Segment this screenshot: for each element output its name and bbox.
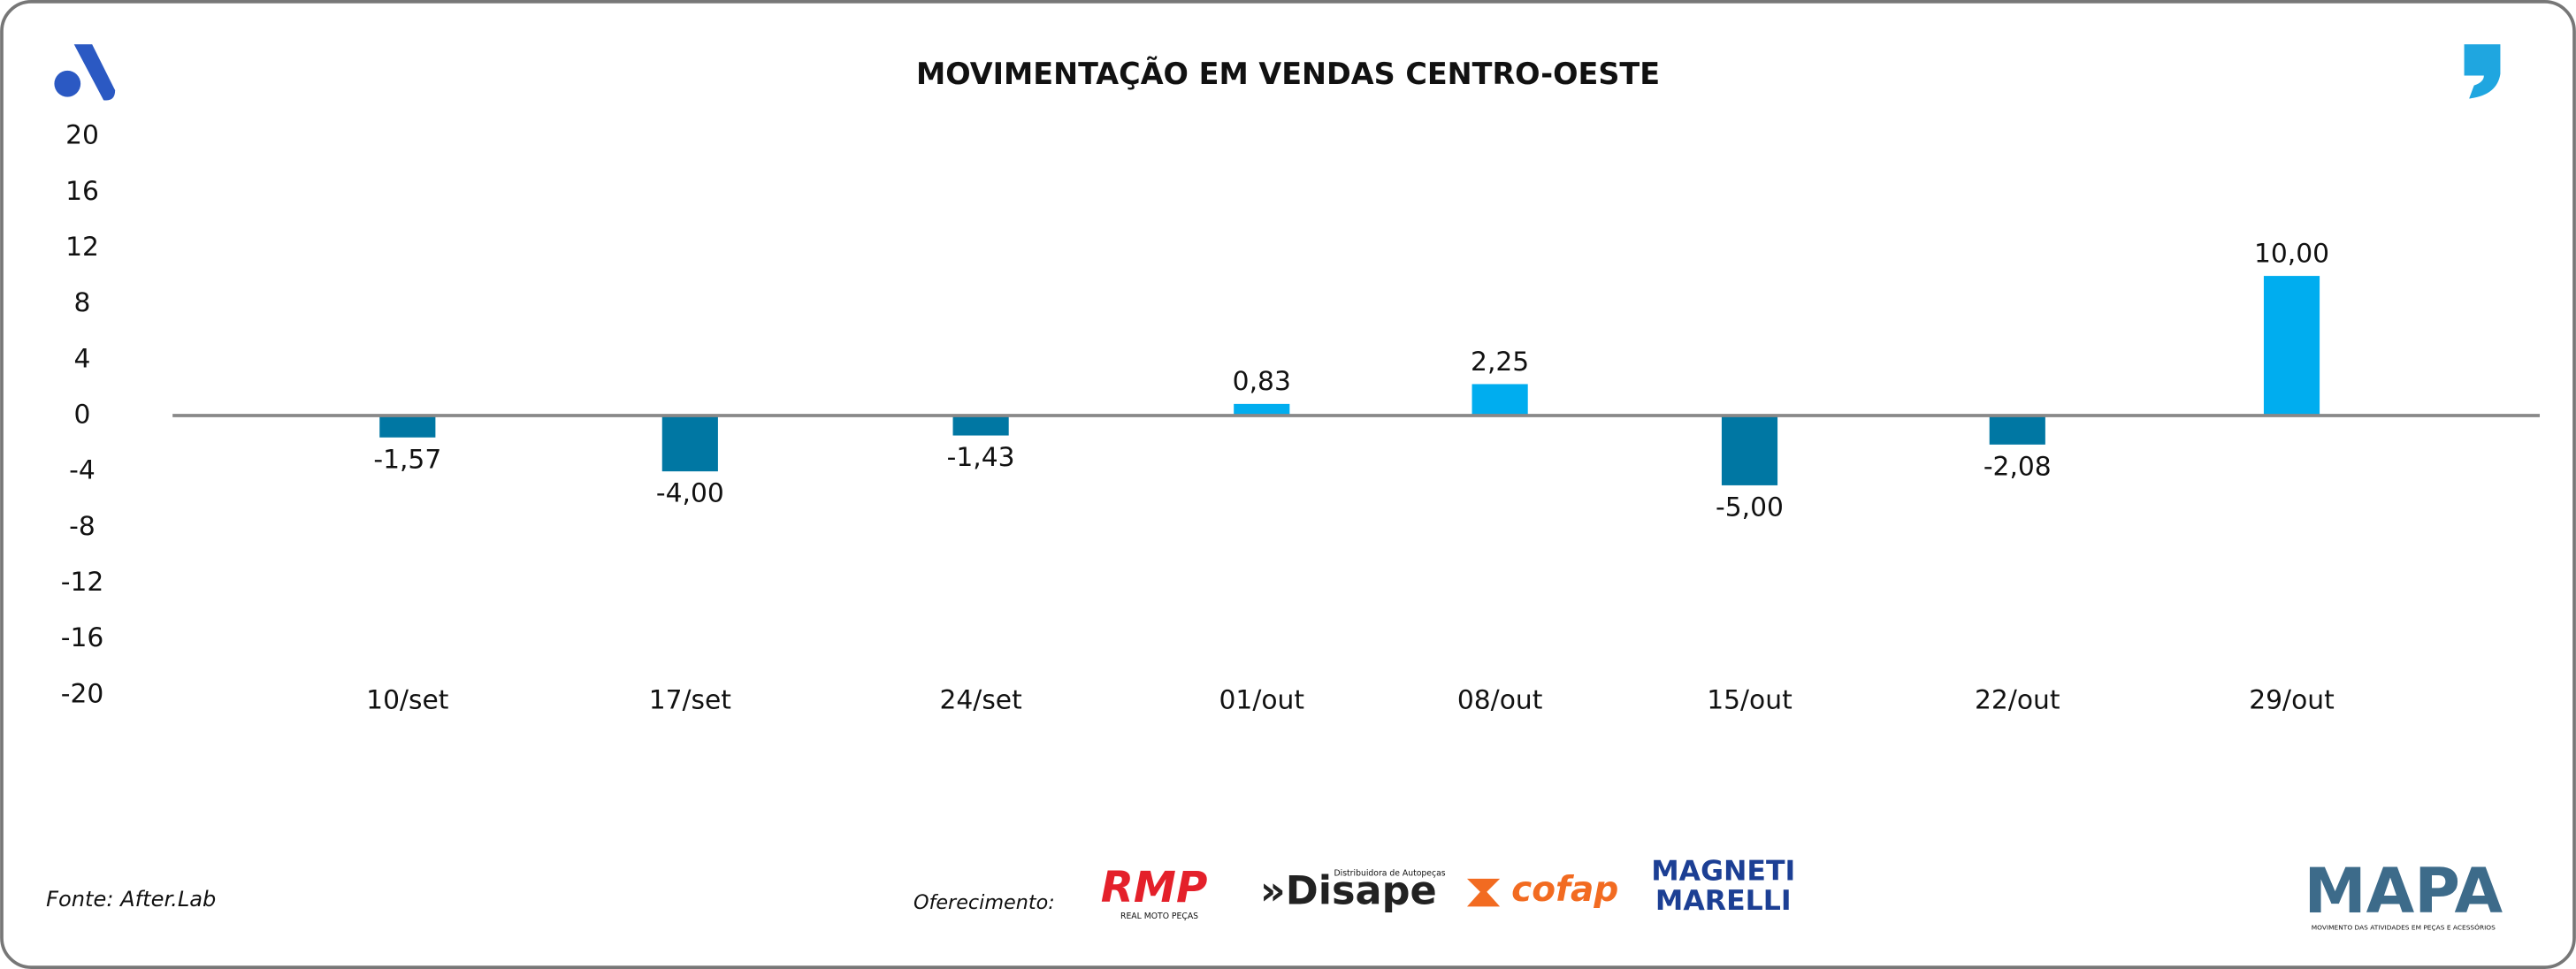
- x-tick-label: 01/out: [1219, 685, 1305, 716]
- x-tick-label: 17/set: [649, 685, 731, 716]
- value-label: 10,00: [2254, 238, 2329, 269]
- logo-left: [54, 44, 116, 101]
- y-tick-label: 16: [65, 176, 99, 207]
- sponsor-label: Oferecimento:: [913, 891, 1055, 914]
- sponsor-logo: MAGNETI: [1651, 855, 1795, 887]
- logo-right: [2464, 44, 2501, 99]
- source: Fonte: After.Lab: [46, 887, 216, 912]
- value-label: -5,00: [1716, 492, 1784, 523]
- y-tick-label: -16: [61, 622, 104, 653]
- sponsor-logo: RMP: [1101, 863, 1208, 912]
- value-label: -4,00: [656, 478, 724, 509]
- bar: [1234, 403, 1290, 416]
- x-tick-label: 22/out: [1975, 685, 2060, 716]
- x-tick-label: 08/out: [1457, 685, 1543, 716]
- y-tick-label: 4: [74, 343, 91, 374]
- bar: [379, 415, 436, 438]
- sponsor-logo: MARELLI: [1655, 885, 1792, 917]
- value-label: -1,43: [947, 442, 1015, 473]
- value-label: -1,57: [373, 444, 441, 475]
- chart-title: MOVIMENTAÇÃO EM VENDAS CENTRO-OESTE: [916, 56, 1660, 91]
- y-tick-label: -20: [61, 678, 104, 709]
- x-tick-label: 29/out: [2249, 685, 2335, 716]
- plot: 20 16 12 8 4 0 -4 -8 -12 -16 -20 10/set -1,57 17/set -…: [61, 120, 2541, 716]
- value-label: 0,83: [1233, 366, 1291, 397]
- bar: [1721, 415, 1778, 485]
- sponsor-logo: »Disape: [1260, 868, 1437, 914]
- sponsor-icon: [1466, 878, 1501, 907]
- sponsor-tagline: Distribuidora de Autopeças: [1334, 869, 1446, 879]
- bar: [1471, 384, 1528, 416]
- x-tick-label: 24/set: [939, 685, 1021, 716]
- bar: [1989, 415, 2045, 445]
- value-label: 2,25: [1471, 347, 1529, 378]
- y-tick-label: 12: [65, 232, 99, 263]
- x-tick-label: 15/out: [1707, 685, 1792, 716]
- y-tick-label: 20: [65, 120, 99, 151]
- bar: [661, 415, 718, 472]
- y-tick-label: -8: [69, 511, 96, 542]
- y-tick-label: 0: [74, 399, 91, 430]
- brand: MAPA: [2304, 854, 2503, 927]
- sponsor-logo: cofap: [1511, 870, 1618, 910]
- y-tick-label: -12: [61, 567, 104, 598]
- sponsor-tagline: REAL MOTO PEÇAS: [1120, 912, 1198, 921]
- bar: [952, 415, 1009, 436]
- value-label: -2,08: [1984, 451, 2052, 482]
- brand-tagline: MOVIMENTO DAS ATIVIDADES EM PEÇAS E ACES…: [2312, 924, 2496, 932]
- bar: [2263, 276, 2320, 416]
- y-tick-label: -4: [69, 455, 96, 486]
- x-tick-label: 10/set: [366, 685, 448, 716]
- y-tick-label: 8: [74, 287, 91, 318]
